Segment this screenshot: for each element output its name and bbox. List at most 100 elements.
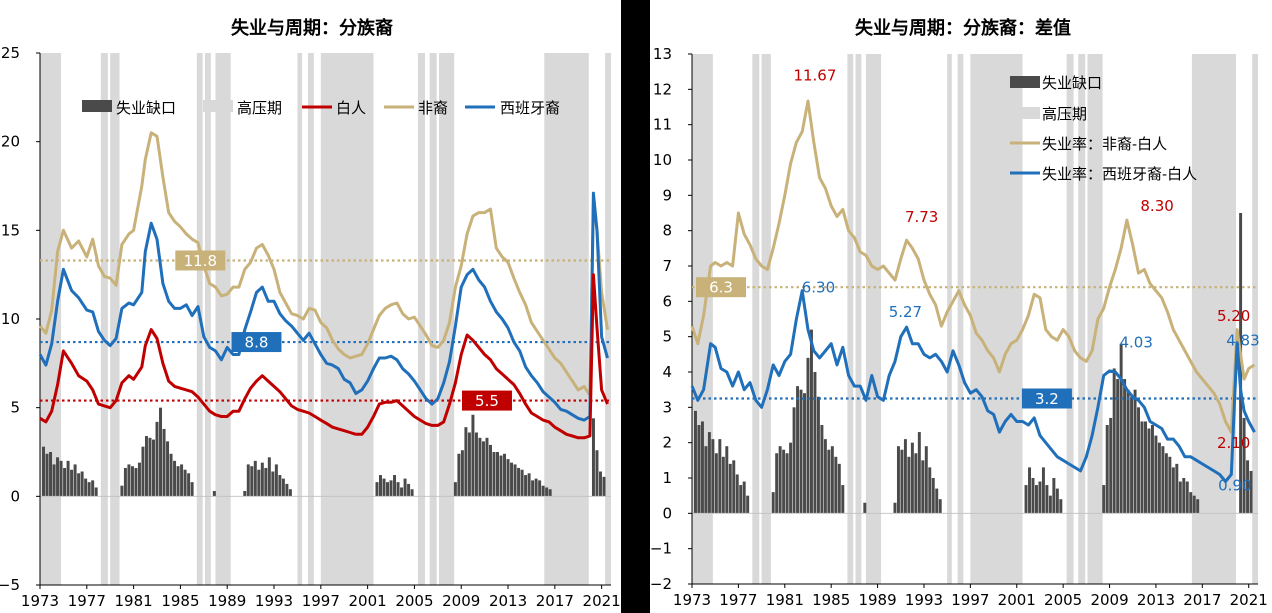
gap-bar xyxy=(274,464,278,497)
gap-bar xyxy=(809,329,813,514)
gap-bar xyxy=(520,469,524,497)
x-tick-label: 1993 xyxy=(905,591,943,609)
gap-bar xyxy=(1185,481,1189,514)
gap-bar xyxy=(1109,417,1113,514)
y-tick-label: −2 xyxy=(650,575,672,593)
gap-bar xyxy=(457,453,461,497)
average-label: 11.8 xyxy=(184,252,217,270)
gap-bar xyxy=(910,442,914,514)
y-tick-label: 11 xyxy=(653,116,672,134)
gap-bar xyxy=(591,418,595,497)
gap-bar xyxy=(127,464,131,497)
x-tick-label: 1997 xyxy=(302,592,340,610)
gap-bar xyxy=(1119,343,1123,514)
x-tick-label: 1981 xyxy=(766,591,804,609)
gap-bar xyxy=(510,462,514,497)
high-pressure-band xyxy=(605,53,611,585)
x-tick-label: 2009 xyxy=(1090,591,1128,609)
gap-bar xyxy=(91,480,95,497)
gap-bar xyxy=(488,444,492,497)
gap-bar xyxy=(264,467,268,497)
gap-bar xyxy=(1126,389,1130,514)
high-pressure-band xyxy=(544,53,589,585)
gap-bar xyxy=(725,446,729,514)
gap-bar xyxy=(830,446,834,514)
gap-bar xyxy=(721,456,725,514)
gap-bar xyxy=(70,469,74,497)
gap-bar xyxy=(694,410,697,514)
gap-bar xyxy=(1150,425,1154,514)
gap-bar xyxy=(714,453,718,514)
gap-bar xyxy=(775,453,779,514)
gap-bar xyxy=(813,372,817,514)
gap-bar xyxy=(1246,460,1250,514)
data-label: 0.90 xyxy=(1218,476,1251,494)
gap-bar xyxy=(1041,467,1045,514)
gap-bar xyxy=(176,466,180,497)
gap-bar xyxy=(903,439,907,514)
legend-label: 失业缺口 xyxy=(1042,74,1102,92)
gap-bar xyxy=(1249,470,1253,514)
gap-bar xyxy=(278,475,282,497)
chart-title: 失业与周期：分族裔：差值 xyxy=(855,17,1071,39)
gap-bar xyxy=(379,475,382,497)
gap-bar xyxy=(152,439,155,497)
gap-bar xyxy=(94,487,98,497)
gap-bar xyxy=(52,464,56,497)
average-label: 3.2 xyxy=(1035,390,1059,408)
gap-bar xyxy=(704,446,708,514)
gap-bar xyxy=(513,464,517,497)
gap-bar xyxy=(827,449,831,514)
y-tick-label: 8 xyxy=(662,222,672,240)
y-tick-label: 10 xyxy=(1,310,20,328)
y-tick-label: 20 xyxy=(1,133,20,151)
gap-bar xyxy=(42,446,46,497)
gap-bar xyxy=(1178,481,1182,514)
series-line-hispanic xyxy=(38,191,609,422)
data-label: 5.20 xyxy=(1217,307,1250,325)
chart-title: 失业与周期：分族裔 xyxy=(231,17,393,39)
gap-bar xyxy=(1130,396,1134,514)
gap-bar xyxy=(173,460,177,497)
gap-bar xyxy=(545,487,549,497)
gap-bar xyxy=(1164,453,1168,514)
gap-bar xyxy=(1034,485,1038,514)
legend-label: 失业率：西班牙裔-白人 xyxy=(1042,165,1197,183)
gap-bar xyxy=(931,478,935,514)
gap-bar xyxy=(474,432,478,497)
data-label: 2.10 xyxy=(1217,434,1250,452)
gap-bar xyxy=(1102,485,1106,514)
gap-bar xyxy=(155,421,159,497)
data-label: 6.30 xyxy=(802,279,835,297)
gap-bar xyxy=(260,462,264,497)
series-line-white xyxy=(39,273,609,440)
legend-swatch xyxy=(203,100,233,112)
gap-bar xyxy=(1171,467,1175,514)
gap-bar xyxy=(485,437,489,497)
left-chart: −5 0 5 10 15 20 25 1973 1977 1981 1985 1989 1993 1997… xyxy=(0,17,621,610)
gap-bar xyxy=(900,449,904,514)
high-pressure-band xyxy=(110,53,120,585)
gap-bar xyxy=(1192,495,1196,514)
gap-bar xyxy=(1144,421,1147,514)
gap-bar xyxy=(1123,379,1127,514)
gap-bar xyxy=(66,460,70,497)
gap-bar xyxy=(1038,481,1042,514)
gap-bar xyxy=(746,495,750,514)
gap-bar xyxy=(1028,467,1031,514)
x-tick-label: 1977 xyxy=(719,591,757,609)
gap-bar xyxy=(250,466,254,497)
gap-bar xyxy=(863,502,867,514)
gap-bar xyxy=(837,463,841,514)
right-chart-panel: −2 −1 0 1 2 3 4 5 6 7 8 9 10 11 12 13 1973 1977 1981 1985 19… xyxy=(650,0,1272,613)
high-pressure-band xyxy=(947,54,952,584)
gap-bar xyxy=(375,482,379,497)
x-tick-label: 1985 xyxy=(812,591,850,609)
high-pressure-band xyxy=(957,54,964,584)
high-pressure-band xyxy=(297,53,303,585)
gap-bar xyxy=(1059,499,1063,514)
gap-bar xyxy=(1133,389,1137,514)
series-line-hispanic xyxy=(690,289,1256,483)
gap-bar xyxy=(137,462,141,497)
y-tick-label: 12 xyxy=(653,80,672,98)
